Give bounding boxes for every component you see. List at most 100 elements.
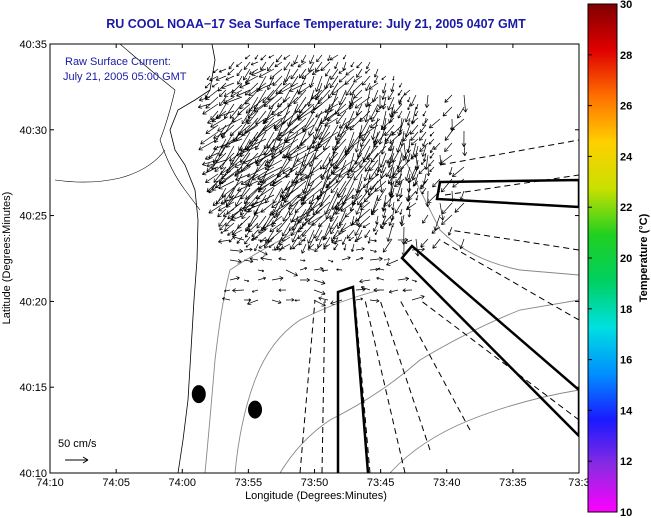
current-vector [336, 110, 347, 125]
current-vector [459, 238, 465, 250]
current-vector [353, 75, 363, 83]
current-vector [399, 82, 403, 88]
current-vector [282, 75, 291, 86]
current-vector [347, 166, 363, 179]
current-vector [403, 89, 411, 96]
current-vector [282, 159, 307, 175]
current-vector [217, 201, 235, 212]
current-vector [266, 75, 275, 91]
current-vector [281, 222, 291, 237]
current-vector [323, 229, 331, 241]
current-vector [276, 215, 291, 233]
current-vector [327, 54, 331, 62]
current-vector [198, 138, 219, 151]
current-vector [313, 289, 326, 296]
current-vector [411, 294, 425, 301]
current-vector [354, 236, 363, 243]
current-vector [200, 131, 219, 145]
current-vector [300, 277, 310, 283]
current-vector [427, 190, 441, 204]
current-vector [290, 68, 299, 80]
current-vector [313, 299, 326, 307]
current-vector [382, 214, 393, 225]
y-axis-ticks: 40:10 40:15 40:20 40:25 40:30 40:35 [19, 39, 579, 480]
current-vector [397, 276, 410, 282]
current-vector [356, 68, 363, 78]
current-vector [422, 110, 427, 117]
current-vector [463, 94, 468, 113]
current-vector [330, 222, 339, 235]
current-vector [219, 96, 227, 107]
current-vector [421, 145, 427, 157]
current-vector [229, 276, 240, 281]
current-vector [364, 152, 379, 172]
current-vector [388, 215, 395, 226]
current-vector [258, 222, 267, 234]
current-vector [395, 173, 403, 184]
current-vector [379, 178, 384, 193]
x-tick-label: 74:05 [102, 477, 130, 489]
current-vector [425, 190, 431, 207]
current-vector [394, 201, 403, 214]
current-vector [257, 173, 275, 185]
colorbar-tick-label: 24 [620, 151, 633, 163]
current-vector [218, 215, 227, 227]
current-vector [337, 103, 355, 117]
current-vector [307, 173, 323, 187]
current-vector [391, 201, 395, 211]
current-vector [376, 276, 385, 281]
current-vector [227, 229, 235, 236]
current-vector [356, 61, 363, 69]
current-vector [338, 166, 355, 178]
current-vector [433, 214, 441, 231]
colorbar-tick-label: 16 [620, 355, 632, 367]
current-vector [444, 130, 453, 141]
current-vector [283, 61, 291, 71]
current-vector [220, 229, 227, 234]
current-vector [243, 68, 251, 81]
current-vector [210, 110, 219, 121]
current-vector [383, 258, 390, 261]
current-vector [420, 159, 427, 165]
current-vector [208, 180, 219, 194]
current-vector [365, 82, 371, 92]
current-vector [432, 178, 441, 188]
current-vector [299, 239, 306, 242]
current-vector [269, 201, 291, 216]
current-vector [272, 138, 291, 150]
current-vector [370, 118, 381, 129]
current-vector [264, 159, 283, 170]
current-vector [338, 68, 347, 74]
current-vector [268, 243, 275, 248]
current-vector [228, 61, 235, 70]
current-vector [316, 54, 323, 63]
current-vector [237, 75, 243, 85]
current-vector [234, 166, 251, 177]
current-vector [338, 75, 347, 83]
current-vector [248, 82, 267, 96]
current-vector [387, 89, 395, 101]
current-vector [294, 299, 301, 302]
current-vector [239, 82, 251, 89]
current-vector [386, 154, 393, 164]
current-vector [281, 145, 299, 159]
current-vector [241, 208, 251, 220]
current-vector [343, 243, 347, 251]
current-label: Raw Surface Current: [65, 56, 171, 68]
current-vector [254, 243, 259, 252]
y-tick-label: 40:30 [19, 125, 47, 137]
current-vector [429, 166, 435, 173]
current-vector [257, 238, 269, 243]
current-vector [349, 187, 363, 212]
x-axis-label: Longitude (Degrees:Minutes) [245, 490, 387, 502]
current-vector [384, 130, 393, 145]
current-vector [215, 75, 227, 82]
current-vector [245, 187, 259, 200]
current-vector [298, 236, 307, 246]
current-vector [441, 214, 453, 225]
current-vector [415, 187, 419, 195]
current-vector [230, 89, 243, 98]
current-vector [217, 117, 243, 132]
current-vector [224, 96, 243, 105]
current-vector [386, 226, 393, 242]
